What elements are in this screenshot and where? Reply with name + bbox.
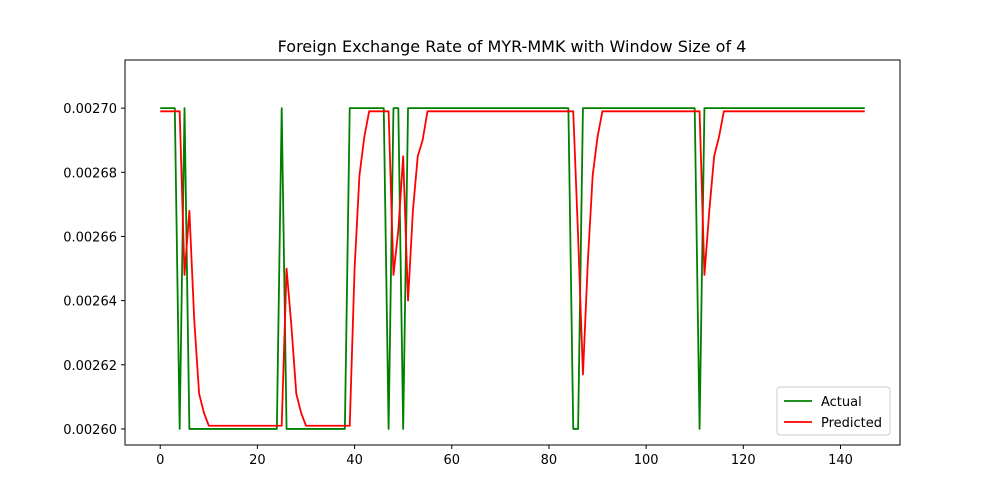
y-tick-label: 0.00264 [63,295,117,310]
plot-frame [124,59,901,446]
y-tick-label: 0.00260 [63,423,117,438]
x-tick-label: 100 [634,453,659,468]
y-tick-label: 0.00262 [63,359,117,374]
series-line-actual [160,107,865,430]
legend-label-actual: Actual [821,395,862,410]
y-tick-label: 0.00266 [63,230,117,245]
x-tick-label: 0 [156,453,164,468]
y-tick-label: 0.00268 [63,166,117,181]
x-tick-label: 140 [828,453,853,468]
plot-area [160,107,865,430]
y-tick-label: 0.00270 [63,102,117,117]
legend: Actual Predicted [776,386,891,436]
chart-title: Foreign Exchange Rate of MYR-MMK with Wi… [278,37,747,56]
x-tick-label: 60 [443,453,460,468]
x-tick-label: 20 [249,453,266,468]
x-tick-label: 120 [731,453,756,468]
x-tick-label: 40 [346,453,363,468]
axes: 0 20 40 60 80 100 120 140 0.00260 0.00262 0.00264 0… [63,59,901,468]
legend-box [776,386,891,436]
legend-label-predicted: Predicted [821,416,882,431]
series-line-predicted [160,110,865,427]
x-tick-label: 80 [541,453,558,468]
